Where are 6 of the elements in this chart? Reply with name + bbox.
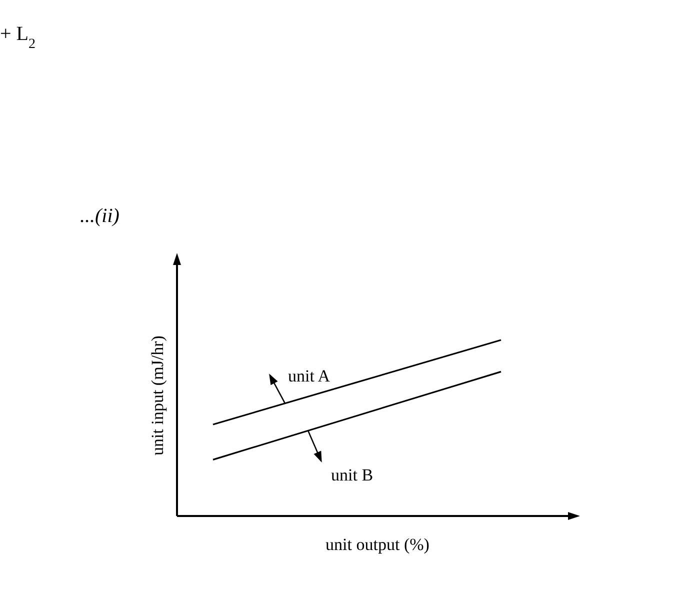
- legend-label: unit A: [288, 366, 331, 386]
- text: ...(ii): [80, 205, 120, 227]
- text: unit B: [331, 466, 374, 485]
- text: + L$_{2}$: [0, 23, 36, 52]
- x-axis-title: unit output (%): [326, 535, 430, 554]
- y-axis-title: unit input (mJ/hr): [148, 336, 167, 456]
